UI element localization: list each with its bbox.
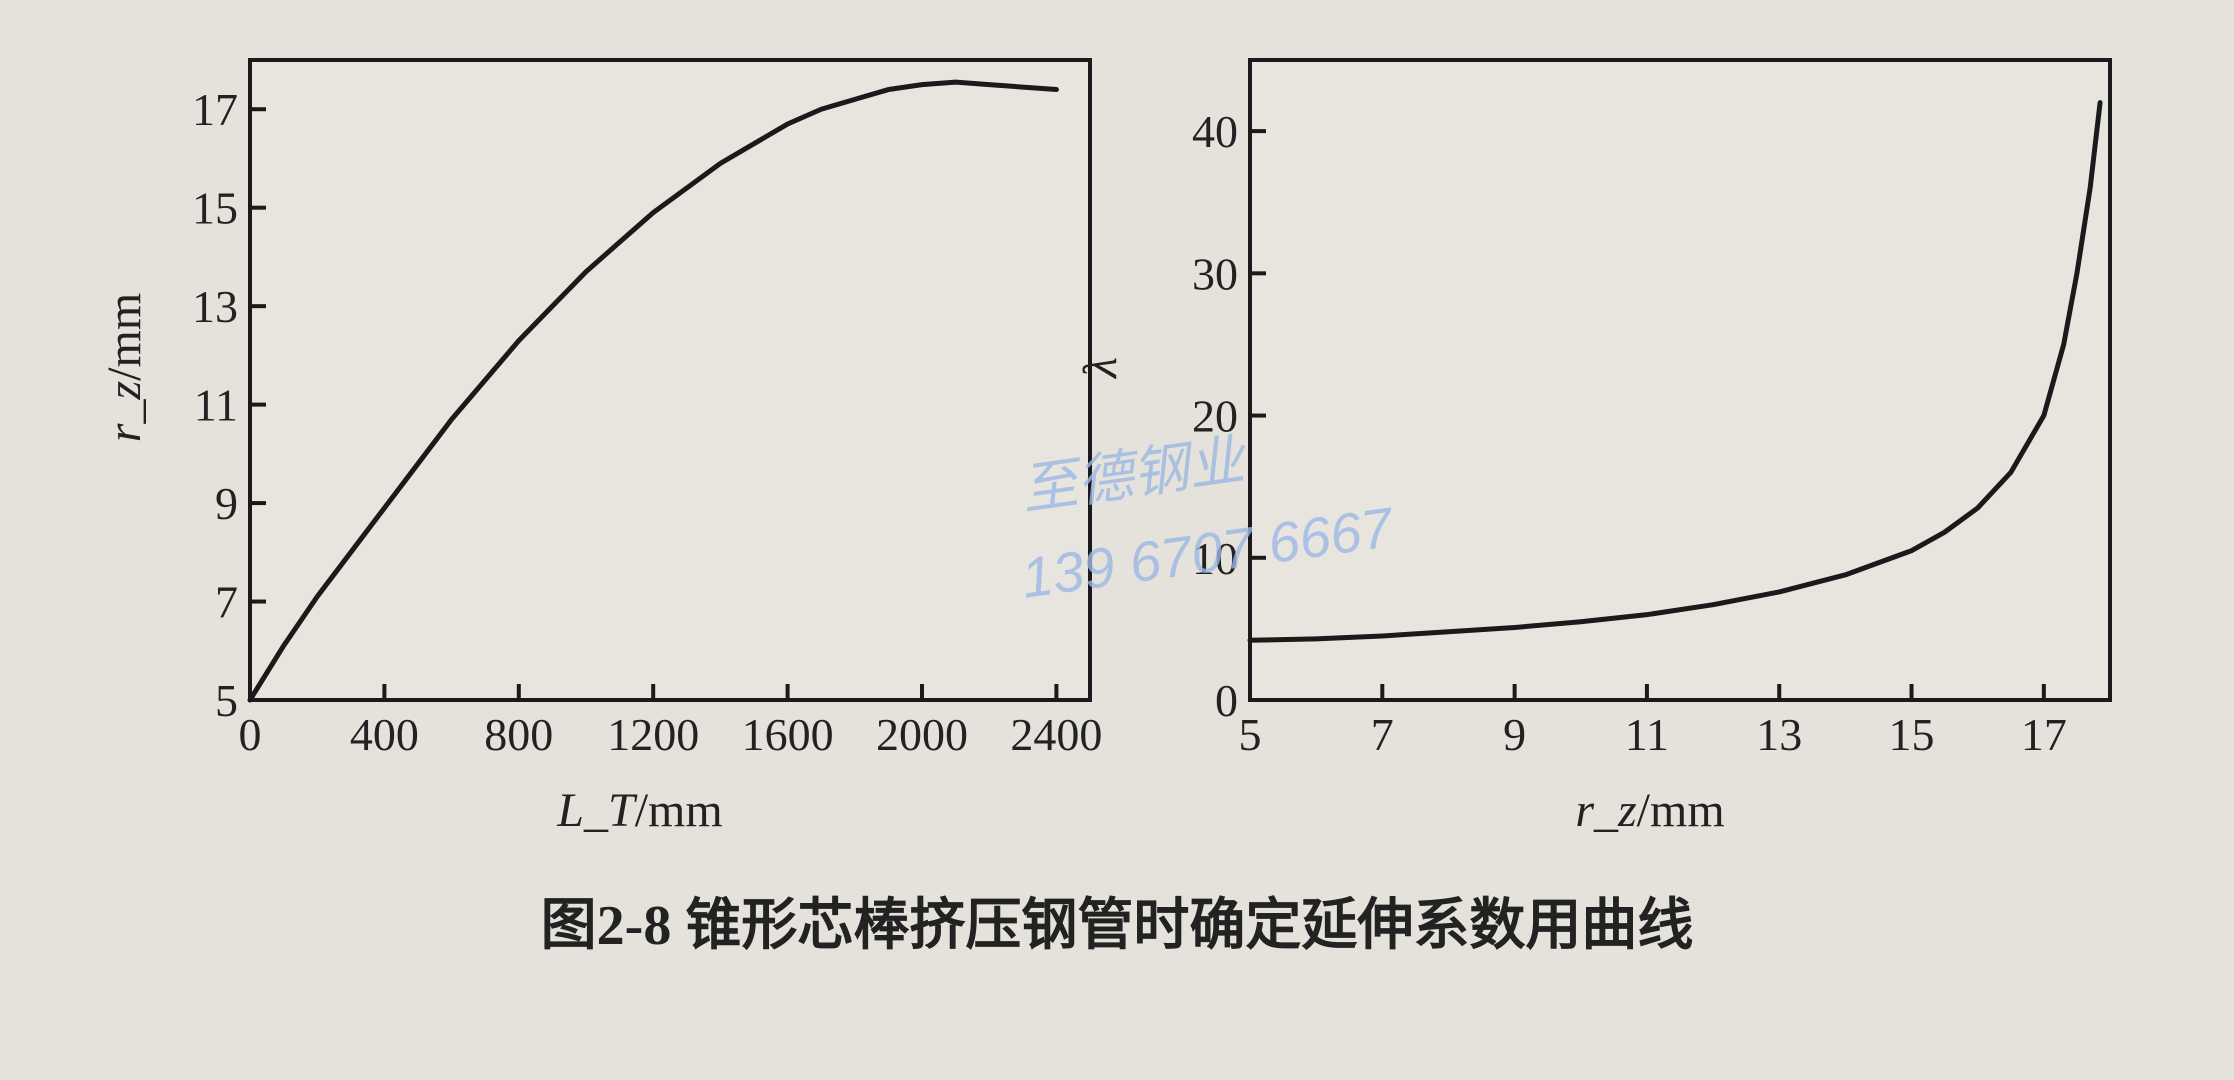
svg-text:15: 15 [1889, 709, 1935, 760]
right-chart-svg: 0 10 20 30 40 5 7 9 11 13 15 17 [1170, 40, 2130, 770]
figure-caption: 图2-8 锥形芯棒挤压钢管时确定延伸系数用曲线 [0, 880, 2234, 961]
svg-text:40: 40 [1192, 106, 1238, 157]
left-chart-area: r_z/mm 579111315170400800120016002000240… [170, 40, 1110, 775]
svg-text:1200: 1200 [607, 709, 699, 760]
svg-text:2400: 2400 [1010, 709, 1102, 760]
svg-text:0: 0 [239, 709, 262, 760]
svg-text:7: 7 [215, 577, 238, 628]
svg-text:9: 9 [1503, 709, 1526, 760]
svg-text:2000: 2000 [876, 709, 968, 760]
left-chart-container: r_z/mm 579111315170400800120016002000240… [170, 40, 1110, 800]
svg-text:5: 5 [215, 675, 238, 726]
svg-text:11: 11 [194, 380, 238, 431]
svg-text:9: 9 [215, 478, 238, 529]
svg-text:400: 400 [350, 709, 419, 760]
svg-text:17: 17 [2021, 709, 2067, 760]
svg-text:7: 7 [1371, 709, 1394, 760]
right-chart-container: λ 01020304057911131517 r_z/mm [1170, 40, 2130, 800]
svg-text:5: 5 [1239, 709, 1262, 760]
left-chart-svg: 5 7 9 11 13 15 17 0 400 800 1200 1600 2000 2400 [170, 40, 1110, 770]
left-chart-ylabel: r_z/mm [97, 293, 152, 442]
svg-text:15: 15 [192, 183, 238, 234]
svg-text:10: 10 [1192, 533, 1238, 584]
svg-text:0: 0 [1215, 675, 1238, 726]
svg-text:13: 13 [192, 281, 238, 332]
svg-text:1600: 1600 [742, 709, 834, 760]
svg-text:17: 17 [192, 84, 238, 135]
svg-text:800: 800 [484, 709, 553, 760]
right-chart-area: λ 01020304057911131517 [1170, 40, 2130, 775]
svg-text:13: 13 [1756, 709, 1802, 760]
svg-text:20: 20 [1192, 391, 1238, 442]
right-chart-xlabel: r_z/mm [1575, 783, 1724, 838]
svg-text:11: 11 [1625, 709, 1669, 760]
svg-text:30: 30 [1192, 248, 1238, 299]
right-chart-ylabel: λ [1073, 357, 1128, 378]
left-chart-xlabel: L_T/mm [557, 783, 722, 838]
